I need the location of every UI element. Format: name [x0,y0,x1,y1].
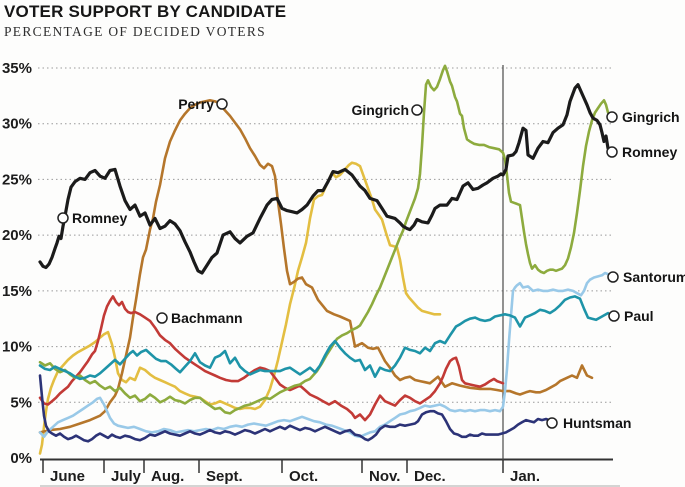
x-axis-label-Jan.: Jan. [510,468,540,485]
y-axis-label-30: 30% [2,116,32,133]
y-axis-label-5: 5% [10,394,32,411]
y-axis-label-15: 15% [2,283,32,300]
candidate-label-romney-early: Romney [72,210,127,226]
series-line-perry [38,99,594,434]
y-axis-label-25: 25% [2,171,32,188]
candidate-label-romney-end: Romney [622,144,677,160]
page-title: VOTER SUPPORT BY CANDIDATE [4,2,287,21]
y-axis-label-10: 10% [2,339,32,356]
series-line-cain [38,161,442,455]
annotation-marker-huntsman-end [546,417,558,429]
annotation-marker-romney-end [606,146,618,158]
series-line-gingrich [38,64,610,415]
page-subtitle: PERCENTAGE OF DECIDED VOTERS [4,24,266,39]
annotation-marker-perry [216,98,228,110]
candidate-label-paul-end: Paul [624,308,654,324]
annotation-marker-santorum-end [607,271,619,283]
candidate-label-gingrich-mid: Gingrich [351,102,409,118]
x-axis-label-Dec.: Dec. [414,468,446,485]
x-axis-label-July: July [111,468,142,485]
annotation-marker-paul-end [608,310,620,322]
annotation-marker-gingrich-end [606,111,618,123]
x-axis-label-June: June [50,468,85,485]
candidate-label-santorum-end: Santorum [623,269,685,285]
candidate-label-huntsman-end: Huntsman [563,415,631,431]
y-axis-label-0: 0% [10,450,32,467]
x-axis-label-Aug.: Aug. [151,468,184,485]
annotation-marker-romney-early [57,212,69,224]
series-line-paul [38,295,610,381]
candidate-label-gingrich-end: Gingrich [622,109,680,125]
x-axis-label-Sept.: Sept. [206,468,243,485]
series-line-huntsman [38,374,551,443]
annotation-marker-bachmann [156,312,168,324]
series-line-bachmann [38,295,505,422]
candidate-label-perry: Perry [178,96,214,112]
y-axis-label-35: 35% [2,60,32,77]
x-axis-label-Nov.: Nov. [369,468,400,485]
y-axis-label-20: 20% [2,227,32,244]
candidate-label-bachmann: Bachmann [171,310,243,326]
x-axis-label-Oct.: Oct. [289,468,318,485]
annotation-marker-gingrich-mid [411,104,423,116]
series-line-romney [38,83,610,275]
